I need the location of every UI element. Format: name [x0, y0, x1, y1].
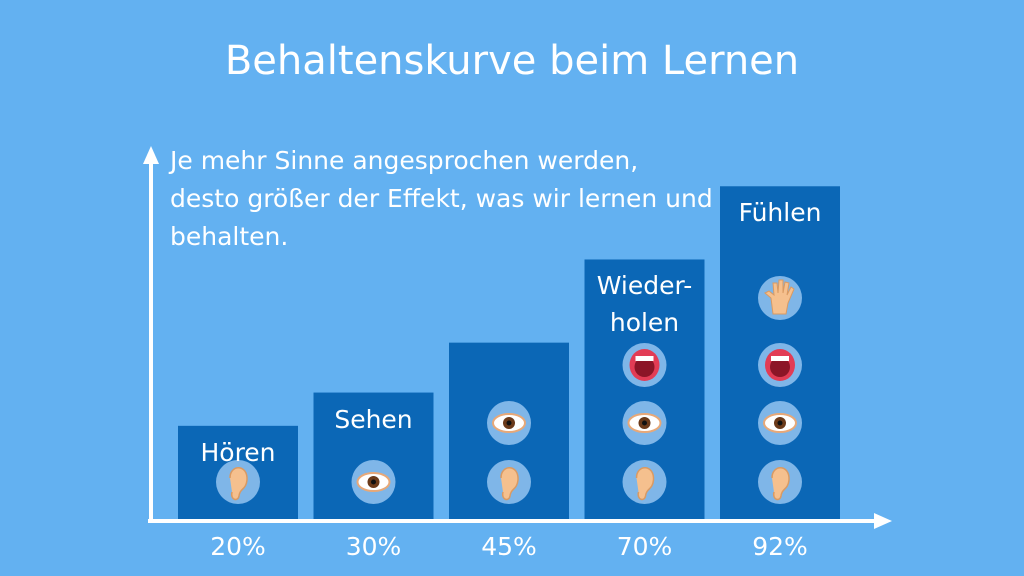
- mouth-inside: [634, 357, 655, 377]
- hand: [764, 279, 795, 315]
- mouth-inside: [770, 357, 790, 377]
- bar-label: Fühlen: [738, 198, 822, 228]
- value-label: 92%: [752, 532, 808, 561]
- annotation: Je mehr Sinne angesprochen werden, desto…: [170, 146, 713, 251]
- icon-hand: [758, 276, 802, 320]
- bar-label: Wieder- holen: [596, 271, 693, 338]
- value-label: 45%: [481, 532, 537, 561]
- icon-mouth: [758, 343, 802, 387]
- value-label: 30%: [345, 532, 402, 561]
- teeth: [635, 356, 654, 361]
- ear: [229, 467, 248, 501]
- icon-ear: [758, 460, 802, 504]
- pupil: [777, 420, 783, 426]
- ear: [771, 467, 790, 501]
- bar-label: Sehen: [334, 404, 413, 434]
- teeth: [771, 356, 789, 361]
- icon-ear: [216, 460, 260, 504]
- icons: [216, 276, 802, 504]
- x-axis-arrow: [874, 513, 892, 529]
- pupil: [506, 420, 512, 426]
- chart-title: Behaltenskurve beim Lernen: [224, 38, 800, 84]
- ear: [635, 467, 655, 501]
- ear: [500, 467, 519, 501]
- icon-ear: [487, 460, 531, 504]
- icon-eye: [758, 401, 802, 445]
- icon-eye: [487, 401, 531, 445]
- pupil: [642, 420, 647, 426]
- icon-eye: [622, 401, 667, 445]
- value-label: 70%: [616, 532, 673, 561]
- y-axis-arrow: [143, 146, 159, 164]
- value-label: 20%: [210, 532, 266, 561]
- icon-eye: [351, 460, 396, 504]
- icon-ear: [622, 460, 667, 504]
- pupil: [371, 479, 376, 485]
- bar-label: Hören: [200, 437, 276, 467]
- icon-mouth: [622, 343, 667, 387]
